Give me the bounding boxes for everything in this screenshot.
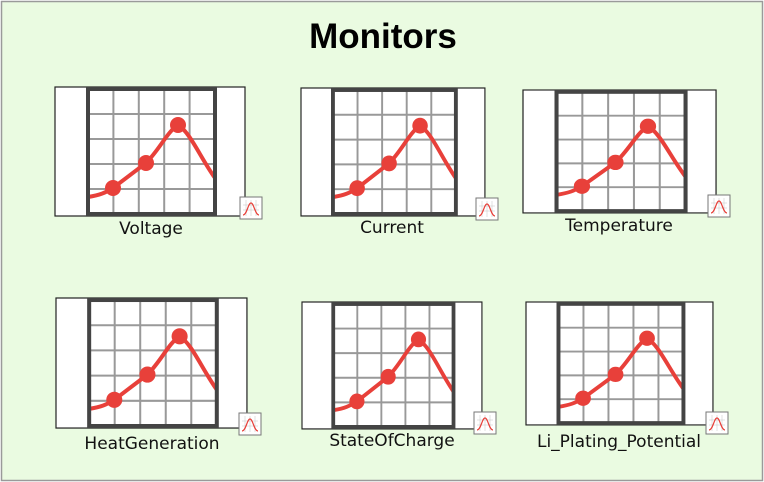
monitor-label: Voltage	[119, 219, 183, 239]
monitor-label: Li_Plating_Potential	[537, 432, 701, 452]
monitor-label: Current	[360, 218, 424, 238]
monitor-label: HeatGeneration	[84, 434, 219, 454]
monitor-label: Temperature	[564, 216, 673, 236]
monitor[interactable]: Li_Plating_Potential	[524, 300, 729, 452]
monitor[interactable]: Temperature	[523, 90, 731, 236]
title: Monitors	[309, 17, 457, 56]
monitor[interactable]: StateOfCharge	[300, 300, 497, 451]
monitor[interactable]: Current	[299, 86, 499, 238]
monitor[interactable]: HeatGeneration	[56, 298, 262, 454]
monitor-label: StateOfCharge	[329, 431, 454, 451]
monitor[interactable]: Voltage	[53, 85, 263, 239]
